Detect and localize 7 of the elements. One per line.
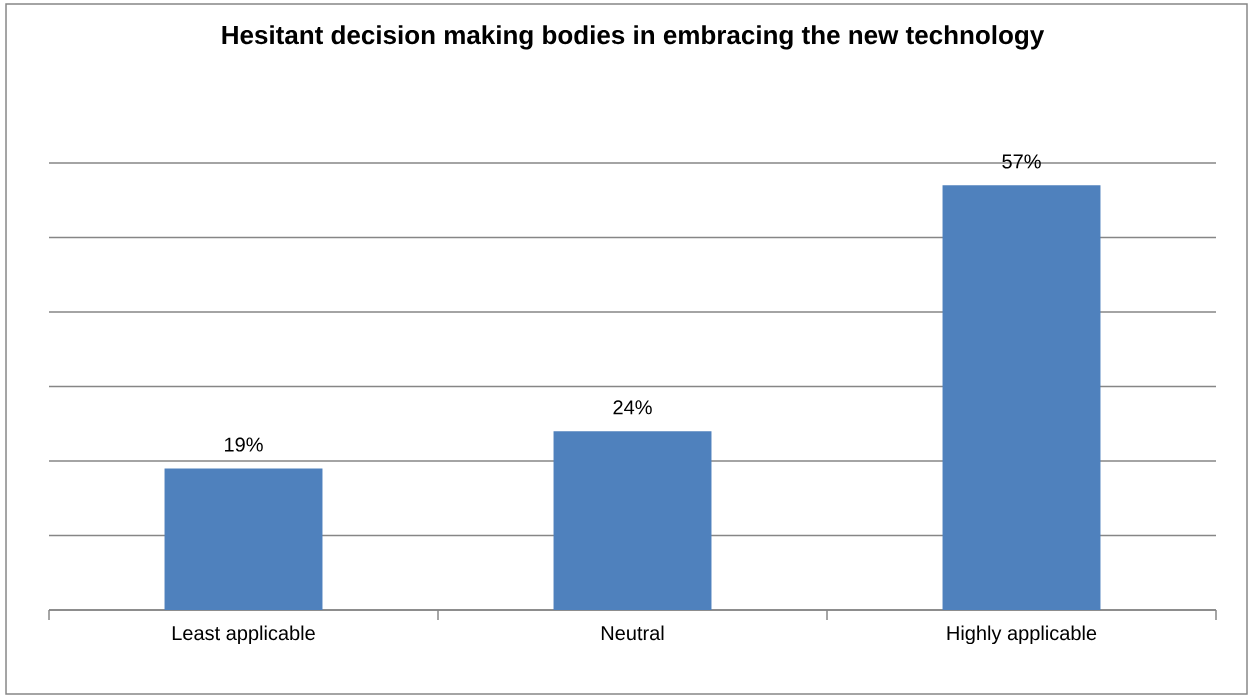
data-label: 19%: [225, 437, 263, 452]
x-tick-label: Least applicable: [172, 625, 315, 645]
data-label: 57%: [1002, 154, 1041, 169]
data-label: 24%: [613, 400, 652, 415]
chart-title: Hesitant decision making bodies in embracing the new technology: [222, 25, 1045, 50]
x-tick-label: Neutral: [601, 625, 664, 641]
x-tick-label: Highly applicable: [947, 625, 1097, 645]
